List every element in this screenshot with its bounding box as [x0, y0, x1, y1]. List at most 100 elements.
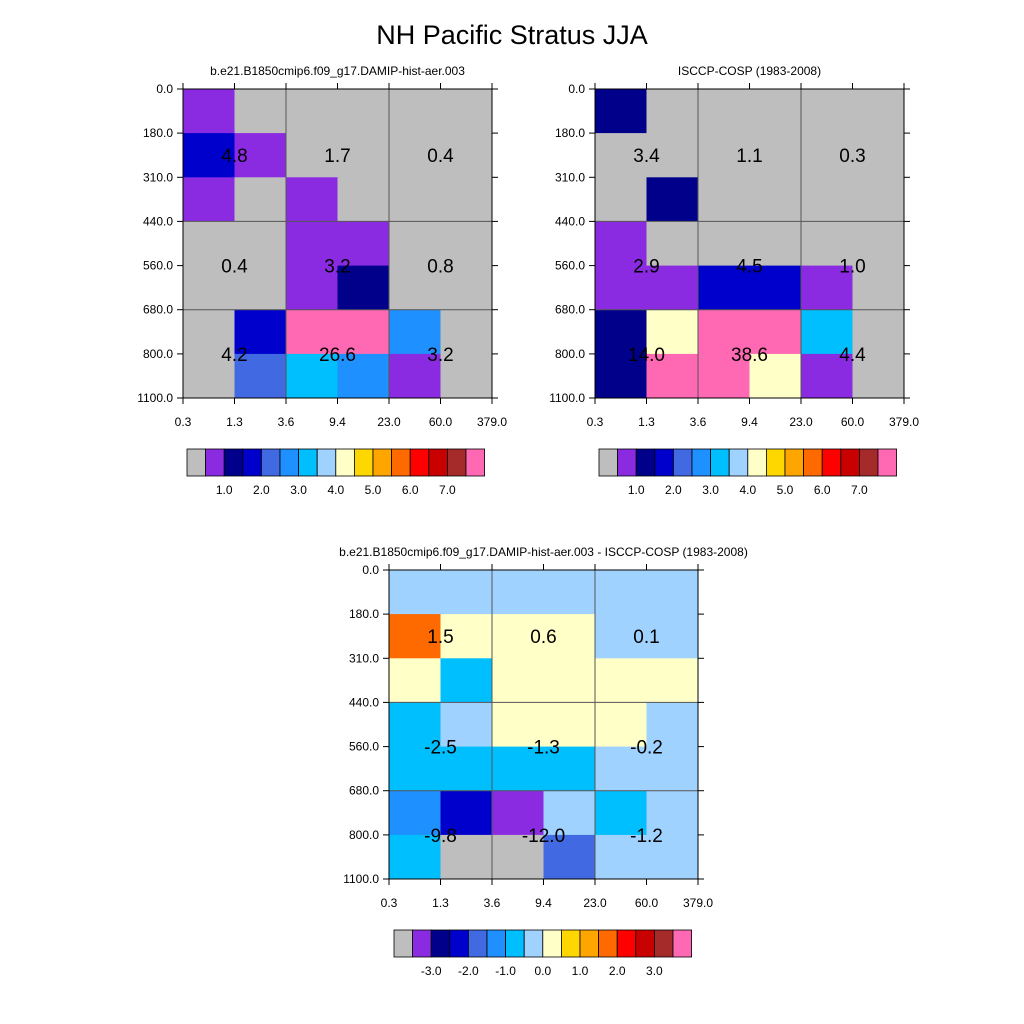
colorbar-swatch — [728, 448, 749, 477]
y-tick-label: 680.0 — [143, 303, 173, 317]
colorbar-label: 3.0 — [702, 483, 719, 497]
colorbar-swatch — [449, 929, 469, 958]
colorbar-swatch — [654, 929, 674, 958]
colorbar-swatch — [428, 448, 448, 477]
colorbar-swatch — [353, 448, 374, 477]
x-tick-label: 9.4 — [741, 415, 758, 429]
heatmap-cell — [646, 834, 699, 880]
heatmap-cell — [749, 177, 802, 222]
heatmap-cell — [646, 309, 699, 355]
x-tick-label: 0.3 — [381, 896, 398, 910]
colorbar-swatch — [598, 448, 619, 477]
colorbar-swatch — [316, 448, 337, 477]
colorbar-swatch — [859, 448, 879, 477]
box-value-label: -9.8 — [424, 826, 457, 847]
heatmap-cell — [595, 265, 647, 311]
colorbar-swatch — [840, 448, 860, 477]
heatmap-cell — [286, 133, 338, 178]
heatmap-cell — [286, 177, 338, 222]
heatmap-cell — [595, 658, 647, 703]
colorbar-label: 6.0 — [814, 483, 831, 497]
heatmap-cell — [749, 265, 802, 311]
x-tick-label: 3.6 — [278, 415, 295, 429]
heatmap-cell — [492, 614, 544, 659]
y-tick-label: 310.0 — [555, 170, 585, 184]
heatmap-cell — [749, 353, 802, 399]
colorbar-swatch — [598, 929, 618, 958]
heatmap-cell — [234, 133, 287, 178]
heatmap-cell — [337, 133, 390, 178]
heatmap-cell — [749, 309, 802, 355]
colorbar-label: 1.0 — [628, 483, 645, 497]
box-value-label: 14.0 — [628, 345, 665, 366]
heatmap-cell — [440, 746, 493, 792]
heatmap-cell — [646, 614, 699, 659]
heatmap-cell — [646, 353, 699, 399]
heatmap-cell — [440, 221, 493, 266]
colorbar-swatch — [391, 448, 411, 477]
x-tick-label: 379.0 — [477, 415, 507, 429]
colorbar-swatch — [409, 448, 430, 477]
heatmap-cell — [389, 353, 441, 399]
box-value-label: 1.1 — [736, 146, 762, 167]
x-tick-label: 1.3 — [226, 415, 243, 429]
colorbar-label: 7.0 — [851, 483, 868, 497]
heatmap-cell — [698, 133, 750, 178]
heatmap-cell — [234, 221, 287, 266]
colorbar-swatch — [205, 448, 225, 477]
heatmap-cell — [852, 353, 905, 399]
heatmap-cell — [389, 89, 441, 134]
figure-title: NH Pacific Stratus JJA — [376, 20, 648, 50]
colorbar-swatch — [505, 929, 525, 958]
y-tick-label: 180.0 — [555, 126, 585, 140]
x-tick-label: 9.4 — [329, 415, 346, 429]
y-tick-label: 800.0 — [143, 347, 173, 361]
heatmap-cell — [183, 221, 235, 266]
colorbar: 1.0 2.0 3.0 4.0 5.0 6.0 7.0 — [598, 448, 898, 497]
colorbar-label: 3.0 — [646, 964, 663, 978]
colorbar-label: 7.0 — [439, 483, 456, 497]
colorbar-swatch — [393, 929, 414, 958]
heatmap-panel-3: b.e21.B1850cmip6.f09_g17.DAMIP-hist-aer.… — [339, 545, 748, 978]
heatmap-cell — [286, 221, 338, 266]
colorbar-swatch — [691, 448, 712, 477]
heatmap-cell — [646, 746, 699, 792]
colorbar-swatch — [654, 448, 674, 477]
box-value-label: 2.9 — [633, 257, 659, 278]
y-tick-label: 1100.0 — [549, 391, 585, 405]
heatmap-cell — [286, 309, 338, 355]
heatmap-cell — [543, 658, 596, 703]
panel-title: ISCCP-COSP (1983-2008) — [678, 64, 821, 78]
heatmap-cell — [389, 221, 441, 266]
colorbar-swatch — [821, 448, 842, 477]
heatmap-cell — [595, 133, 647, 178]
box-value-label: 0.6 — [530, 627, 556, 648]
heatmap-cell — [440, 353, 493, 399]
x-tick-label: 60.0 — [429, 415, 453, 429]
heatmap-cell — [852, 309, 905, 355]
panel-title: b.e21.B1850cmip6.f09_g17.DAMIP-hist-aer.… — [210, 64, 465, 78]
heatmap-cell — [543, 746, 596, 792]
heatmap-cell — [801, 89, 853, 134]
colorbar-swatch — [635, 448, 656, 477]
heatmap-cell — [183, 133, 235, 178]
y-tick-label: 180.0 — [349, 607, 379, 621]
heatmap-cell — [698, 177, 750, 222]
box-value-label: 4.8 — [221, 146, 247, 167]
box-value-label: -12.0 — [522, 826, 565, 847]
heatmap-cell — [440, 834, 493, 880]
heatmap-cell — [440, 614, 493, 659]
heatmap-cell — [389, 265, 441, 311]
heatmap-cell — [337, 221, 390, 266]
heatmap-cell — [852, 133, 905, 178]
y-tick-label: 180.0 — [143, 126, 173, 140]
y-tick-label: 440.0 — [349, 695, 379, 709]
x-tick-label: 3.6 — [690, 415, 707, 429]
colorbar-label: 2.0 — [253, 483, 270, 497]
heatmap-cell — [595, 309, 647, 355]
heatmap-cell — [389, 570, 441, 615]
colorbar-swatch — [635, 929, 655, 958]
heatmap-cell — [337, 177, 390, 222]
heatmap-cell — [286, 353, 338, 399]
heatmap-cell — [801, 177, 853, 222]
